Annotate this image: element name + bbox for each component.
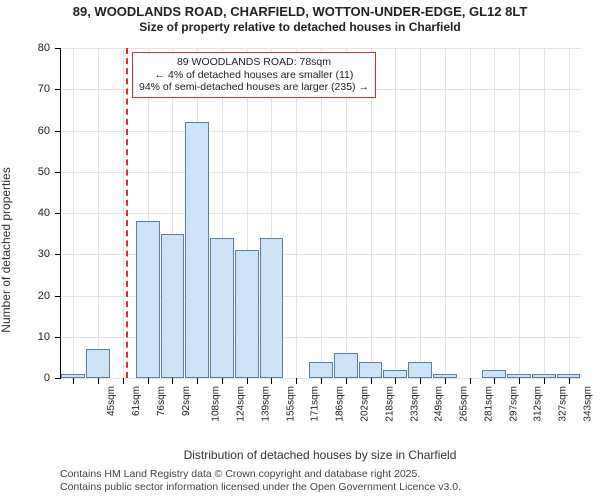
title-sub: Size of property relative to detached ho… [0,20,600,34]
histogram-bar [408,362,432,379]
chart-plot-area: 89 WOODLANDS ROAD: 78sqm← 4% of detached… [60,48,581,379]
histogram-bar [161,234,185,378]
histogram-bar [185,122,209,378]
histogram-bar [260,238,284,378]
x-tick-label: 171sqm [310,386,321,422]
x-tick-label: 76sqm [156,386,167,416]
histogram-bar [359,362,383,379]
annotation-line: ← 4% of detached houses are smaller (11) [139,69,369,82]
x-tick-label: 281sqm [483,386,494,422]
grid-v [445,48,446,378]
x-tick-label: 249sqm [434,386,445,422]
attribution-footer: Contains HM Land Registry data © Crown c… [60,468,461,494]
x-tick-label: 186sqm [335,386,346,422]
x-tick-label: 327sqm [558,386,569,422]
histogram-bar [309,362,333,379]
grid-v [519,48,520,378]
title-main: 89, WOODLANDS ROAD, CHARFIELD, WOTTON-UN… [0,4,600,20]
grid-v [470,48,471,378]
x-tick-label: 139sqm [261,386,272,422]
histogram-bar [383,370,407,378]
x-tick [172,378,173,384]
histogram-bar [86,349,110,378]
x-tick-label: 343sqm [582,386,593,422]
x-tick [197,378,198,384]
x-tick-label: 92sqm [181,386,192,416]
grid-v [395,48,396,378]
x-tick [148,378,149,384]
grid-v [544,48,545,378]
x-tick [470,378,471,384]
x-tick-label: 202sqm [360,386,371,422]
x-tick-label: 218sqm [384,386,395,422]
footer-line-2: Contains public sector information licen… [60,481,461,494]
x-tick [371,378,372,384]
x-tick [123,378,124,384]
x-tick [346,378,347,384]
y-tick [55,48,61,49]
x-tick-label: 45sqm [106,386,117,416]
x-tick-label: 61sqm [131,386,142,416]
x-tick-label: 312sqm [533,386,544,422]
x-tick [222,378,223,384]
histogram-bar [482,370,506,378]
y-tick-label: 30 [0,248,50,260]
histogram-bar [136,221,160,378]
x-tick [296,378,297,384]
y-tick-label: 10 [0,331,50,343]
grid-v [494,48,495,378]
annotation-line: 94% of semi-detached houses are larger (… [139,81,369,94]
x-tick-label: 108sqm [211,386,222,422]
x-axis-label: Distribution of detached houses by size … [60,448,580,462]
x-tick-label: 233sqm [409,386,420,422]
y-tick-label: 40 [0,207,50,219]
y-tick [55,213,61,214]
footer-line-1: Contains HM Land Registry data © Crown c… [60,468,461,481]
title-block: 89, WOODLANDS ROAD, CHARFIELD, WOTTON-UN… [0,4,600,34]
grid-v [123,48,124,378]
x-tick [569,378,570,384]
y-tick [55,337,61,338]
y-tick-label: 0 [0,372,50,384]
x-tick [519,378,520,384]
histogram-bar [334,353,358,378]
x-tick-label: 265sqm [459,386,470,422]
y-tick [55,254,61,255]
y-tick [55,172,61,173]
x-tick [395,378,396,384]
grid-v [569,48,570,378]
y-tick [55,296,61,297]
x-tick-label: 297sqm [508,386,519,422]
x-tick [73,378,74,384]
y-tick [55,89,61,90]
x-tick [420,378,421,384]
x-tick [544,378,545,384]
property-marker-line [126,48,128,378]
grid-v [98,48,99,378]
y-tick-label: 50 [0,166,50,178]
y-tick-label: 70 [0,83,50,95]
y-tick [55,378,61,379]
grid-v [73,48,74,378]
x-tick [271,378,272,384]
y-tick [55,131,61,132]
histogram-bar [235,250,259,378]
y-tick-label: 60 [0,125,50,137]
x-tick [247,378,248,384]
x-tick [98,378,99,384]
annotation-box: 89 WOODLANDS ROAD: 78sqm← 4% of detached… [132,52,376,98]
annotation-line: 89 WOODLANDS ROAD: 78sqm [139,56,369,69]
x-tick-label: 155sqm [285,386,296,422]
histogram-bar [210,238,234,378]
x-tick [494,378,495,384]
y-tick-label: 80 [0,42,50,54]
x-tick-label: 124sqm [236,386,247,422]
y-tick-label: 20 [0,290,50,302]
x-tick [445,378,446,384]
x-tick [321,378,322,384]
grid-v [420,48,421,378]
